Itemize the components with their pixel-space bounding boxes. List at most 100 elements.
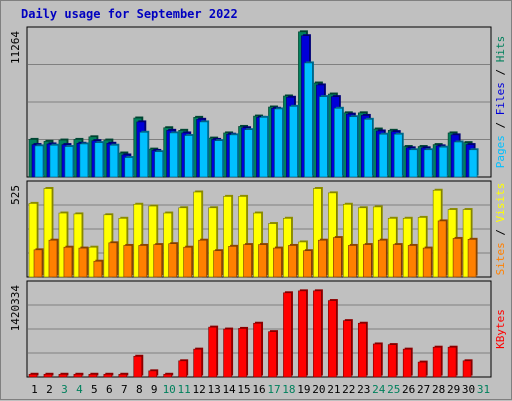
day-label: 14	[222, 383, 236, 396]
pages-bar	[334, 108, 343, 178]
kbytes-bar	[28, 373, 38, 378]
day-label: 19	[297, 383, 310, 396]
legend-entry-kbytes: KBytes	[494, 309, 507, 349]
sites-bar	[123, 245, 133, 278]
sites-bar	[318, 239, 327, 278]
sites-bar	[258, 244, 267, 278]
sites-bar	[108, 242, 118, 278]
kbytes-bar	[103, 373, 113, 378]
sites-bar	[138, 245, 148, 278]
kbytes-bar	[447, 346, 457, 378]
pages-bar	[94, 142, 104, 178]
pages-bar	[34, 145, 44, 178]
visits-bar	[357, 207, 367, 278]
kbytes-bar	[223, 328, 232, 378]
visits-bar	[208, 207, 217, 278]
chart-title: Daily usage for September 2022	[21, 7, 238, 21]
sites-bar	[288, 245, 297, 278]
kbytes-bar	[193, 348, 202, 378]
pages-bar	[289, 106, 298, 178]
pages-bar	[408, 149, 418, 178]
day-label: 27	[417, 383, 430, 396]
kbytes-bar	[387, 344, 397, 378]
day-label: 4	[76, 383, 83, 396]
pages-bar	[349, 116, 358, 178]
sites-bar	[452, 238, 462, 278]
kbytes-bar	[253, 322, 262, 378]
day-label: 12	[193, 383, 206, 396]
day-label: 31	[477, 383, 490, 396]
day-label: 8	[136, 383, 143, 396]
sites-bar	[63, 246, 73, 278]
kbytes-bar	[163, 373, 173, 378]
sites-bar	[392, 244, 402, 278]
pages-bar	[109, 144, 119, 178]
day-label: 1	[31, 383, 38, 396]
day-label: 10	[163, 383, 176, 396]
pages-bar	[64, 146, 74, 178]
day-label: 22	[342, 383, 355, 396]
day-label: 11	[178, 383, 191, 396]
kbytes-bar	[462, 360, 472, 378]
visits-bar	[313, 188, 322, 278]
sites-bar	[213, 250, 222, 278]
day-label: 17	[267, 383, 280, 396]
day-label: 29	[447, 383, 460, 396]
pages-bar	[423, 149, 433, 178]
pages-bar	[304, 62, 313, 178]
pages-bar	[259, 117, 268, 178]
pages-bar	[229, 134, 238, 178]
legend-entry-sites: Sites	[494, 242, 507, 275]
sites-bar	[467, 239, 477, 278]
day-label: 21	[327, 383, 340, 396]
day-label: 18	[282, 383, 295, 396]
visits-bar	[28, 203, 38, 278]
kbytes-bar	[357, 322, 367, 378]
kbytes-bar	[238, 328, 247, 378]
hits_files_pages-legend: Pages / Files / Hits	[494, 36, 507, 169]
pages-bar	[154, 151, 164, 178]
sites-bar	[348, 245, 357, 278]
visits_sites-legend: Sites / Visits	[494, 183, 507, 276]
kbytes-bar	[88, 373, 98, 378]
sites-bar	[228, 246, 237, 278]
kbytes-bar	[343, 320, 352, 378]
pages-bar	[79, 143, 89, 178]
pages-bar	[319, 96, 328, 178]
kbytes-bar	[118, 373, 128, 378]
legend-entry-hits: Hits	[494, 36, 507, 63]
day-label: 13	[207, 383, 220, 396]
sites-bar	[333, 237, 342, 278]
pages-bar	[49, 144, 59, 178]
day-label: 7	[121, 383, 128, 396]
kbytes-ymax-label: 1420334	[9, 285, 22, 332]
kbytes-bar	[43, 373, 53, 378]
day-label: 20	[312, 383, 325, 396]
sites-bar	[198, 239, 207, 278]
kbytes-bar	[73, 373, 83, 378]
sites-bar	[183, 246, 192, 278]
kbytes-bar	[298, 290, 307, 378]
pages-bar	[184, 135, 193, 178]
visits-bar	[238, 196, 247, 278]
pages-bar	[244, 129, 253, 178]
legend-separator: /	[494, 62, 507, 82]
legend-separator: /	[494, 115, 507, 135]
legend-separator: /	[494, 222, 507, 242]
sites-bar	[243, 244, 252, 278]
kbytes-bar	[328, 300, 337, 378]
kbytes-bar	[432, 346, 442, 378]
visits-bar	[73, 213, 83, 278]
visits-bar	[193, 191, 202, 278]
pages-bar	[363, 119, 373, 178]
kbytes-bar	[313, 290, 322, 378]
sites-bar	[303, 250, 312, 278]
kbytes-bar	[148, 370, 158, 378]
sites-bar	[362, 244, 372, 278]
day-label: 26	[402, 383, 415, 396]
day-label: 25	[387, 383, 400, 396]
day-label: 24	[372, 383, 386, 396]
sites-bar	[437, 220, 447, 278]
